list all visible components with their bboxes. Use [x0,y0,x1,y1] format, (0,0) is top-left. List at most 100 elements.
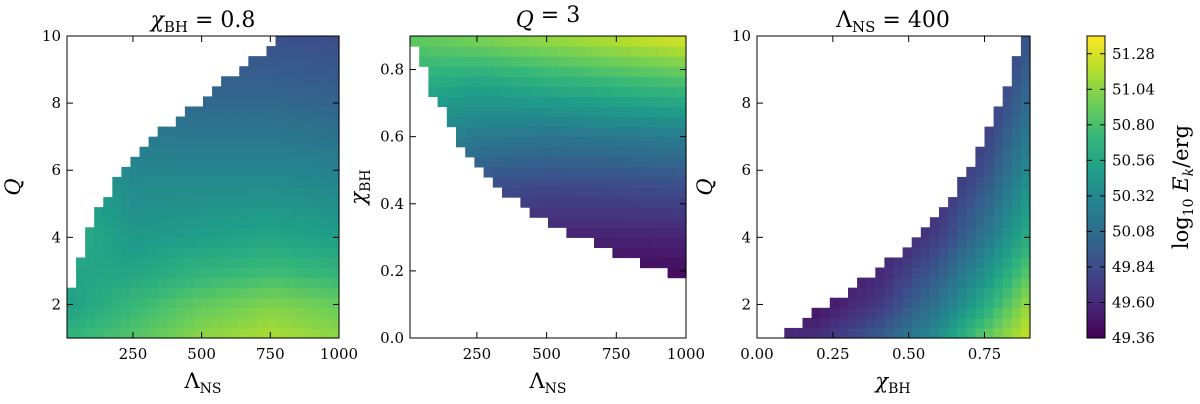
heatmap-cell [329,126,340,138]
heatmap-cell [311,237,322,248]
heatmap-cell [948,297,958,309]
heatmap-cell [1002,106,1013,118]
heatmap-cell [293,56,304,67]
heatmap-cell [538,126,549,138]
heatmap-cell [248,277,258,289]
heatmap-cell [529,146,540,158]
heatmap-cell [446,56,457,67]
heatmap-cell [640,116,650,128]
heatmap-cell [139,187,150,198]
heatmap-cell [993,146,1004,158]
heatmap-cell [221,257,231,269]
colorbar-label: log10 Ek/erg [1169,125,1197,249]
heatmap-cell [112,327,122,339]
heatmap-cell [649,257,659,269]
heatmap-cell [557,56,567,67]
heatmap-cell [1020,257,1031,269]
heatmap-cell [148,327,159,339]
heatmap-cell [911,257,922,269]
heatmap-cell [548,66,558,77]
heatmap-cell [984,146,995,158]
heatmap-cell [148,146,159,158]
heatmap-cell [203,307,213,319]
heatmap-cell [293,227,304,238]
heatmap-cell [221,116,231,128]
heatmap-cell [520,86,531,97]
heatmap-cell [166,247,177,259]
heatmap-cell [248,56,258,67]
heatmap-cell [975,327,986,339]
heatmap-cell [320,197,331,208]
heatmap-cell [1020,116,1031,128]
heatmap-cell [239,76,249,87]
heatmap-cell [529,86,540,97]
heatmap-cell [548,36,558,47]
heatmap-cell [221,247,231,259]
heatmap-cell [603,166,613,178]
heatmap-cell [157,136,168,148]
heatmap-cell [649,76,659,87]
heatmap-cell [649,166,659,178]
heatmap-cell [658,176,669,188]
heatmap-cell [239,247,249,259]
x-tick-label: 250 [463,345,492,363]
heatmap-cell [184,297,195,309]
heatmap-cell [866,327,876,339]
heatmap-cell [911,287,922,299]
heatmap-cell [667,76,678,87]
heatmap-cell [820,307,831,319]
heatmap-cell [1011,307,1022,319]
heatmap-cell [630,237,641,248]
heatmap-cell [175,237,186,248]
heatmap-cell [311,317,322,329]
heatmap-cell [649,56,659,67]
heatmap-cell [984,197,995,208]
heatmap-cell [603,116,613,128]
heatmap-cell [293,76,304,87]
heatmap-cell [121,287,132,299]
heatmap-cell [184,267,195,279]
heatmap-cell [329,307,340,319]
heatmap-cell [658,166,669,178]
heatmap-cell [248,176,258,188]
heatmap-cell [649,106,659,118]
heatmap-cell [284,207,295,218]
heatmap-cell [966,327,976,339]
heatmap-cell [557,76,567,87]
heatmap-cell [428,56,439,67]
heatmap-cell [802,317,813,329]
heatmap-cell [175,227,186,238]
heatmap-cell [658,106,669,118]
heatmap-cell [1011,146,1022,158]
heatmap-cell [667,86,678,97]
heatmap-cell [284,56,295,67]
heatmap-cell [329,297,340,309]
heatmap-cell [166,317,177,329]
heatmap-cell [112,247,122,259]
heatmap-cell [293,307,304,319]
heatmap-cell [640,257,650,269]
heatmap-cell [184,287,195,299]
heatmap-cell [520,76,531,87]
heatmap-cell [1002,327,1013,339]
heatmap-cell [248,146,258,158]
heatmap-cell [483,66,494,77]
heatmap-cell [939,267,949,279]
heatmap-cell [1011,247,1022,259]
heatmap-cell [857,287,867,299]
heatmap-cell [584,116,595,128]
heatmap-cell [612,136,623,148]
heatmap-cell [939,307,949,319]
heatmap-cell [1020,36,1031,47]
heatmap-cell [311,86,322,97]
heatmap-cell [548,176,558,188]
heatmap-cell [212,96,222,108]
heatmap-cell [212,317,222,329]
heatmap-cell [658,36,669,47]
heatmap-cell [320,287,331,299]
heatmap-cell [293,106,304,118]
panel-2-ylabel: χBH [346,169,374,206]
heatmap-cell [166,136,177,148]
heatmap-cell [566,76,577,87]
heatmap-cell [94,207,104,218]
